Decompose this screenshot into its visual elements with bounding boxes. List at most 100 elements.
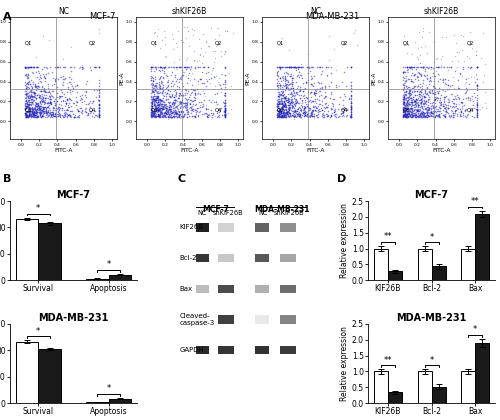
Point [406,107,413,114]
Point [148,112,156,119]
Point [411,83,419,89]
Point [161,34,169,40]
Point [166,108,174,115]
Point [277,110,285,116]
Point [213,110,221,117]
Point [412,95,420,102]
Point [197,76,205,83]
Point [449,114,457,121]
Point [414,109,422,116]
Point [89,98,97,105]
Point [22,90,30,97]
Point [400,68,408,75]
Point [321,82,329,89]
Point [67,67,75,74]
Point [459,95,467,102]
Point [423,113,431,120]
Point [29,79,37,85]
Point [430,83,438,89]
Point [274,102,281,109]
Point [284,90,292,97]
Point [472,75,480,82]
Point [26,63,34,70]
Point [178,72,186,79]
Point [278,112,286,119]
Point [36,109,44,116]
Point [32,82,40,89]
Point [278,112,286,119]
Point [26,106,34,113]
Point [69,111,77,118]
Point [444,109,452,116]
Point [26,80,34,87]
Point [46,111,54,118]
Point [147,63,155,70]
Point [412,96,420,102]
Point [290,109,298,116]
Point [23,103,31,110]
Point [25,112,33,119]
Point [64,80,72,87]
Point [22,113,30,119]
Point [316,92,324,98]
Point [284,78,292,84]
Point [464,93,472,100]
Point [334,101,342,108]
Point [154,26,162,33]
Point [159,112,167,119]
Bar [218,315,234,324]
Point [400,96,408,103]
Point [94,63,102,70]
Point [175,76,183,82]
Point [428,110,436,117]
Point [328,100,336,107]
Point [153,89,161,95]
Point [62,97,70,104]
Point [150,87,158,93]
Point [174,95,182,102]
Point [296,71,304,78]
Point [327,105,335,112]
Point [22,91,30,97]
Point [172,110,179,117]
Point [170,59,177,66]
Point [309,97,317,104]
Point [86,109,94,116]
Point [274,94,282,101]
Point [39,112,47,119]
Point [171,108,179,115]
Point [30,110,38,117]
Point [26,112,34,118]
Point [430,84,438,91]
Point [151,95,159,102]
Point [288,99,296,106]
Point [220,90,228,97]
Point [81,108,89,114]
Point [309,113,317,119]
Point [290,72,298,79]
Point [307,76,315,83]
Point [287,96,295,103]
Point [400,107,408,114]
Point [52,63,60,70]
Point [165,93,173,100]
Point [274,111,282,118]
Point [400,99,407,105]
Point [418,97,426,103]
Point [190,87,198,94]
Point [346,63,354,70]
Point [148,102,156,109]
Point [434,112,442,119]
Point [94,102,102,109]
Point [312,111,320,118]
Point [411,104,419,110]
Point [472,47,480,54]
Point [305,65,313,71]
Point [27,110,35,117]
Point [26,111,34,118]
Point [286,80,294,87]
Point [196,99,204,105]
Point [28,95,36,102]
Point [212,112,220,119]
Point [185,112,193,119]
